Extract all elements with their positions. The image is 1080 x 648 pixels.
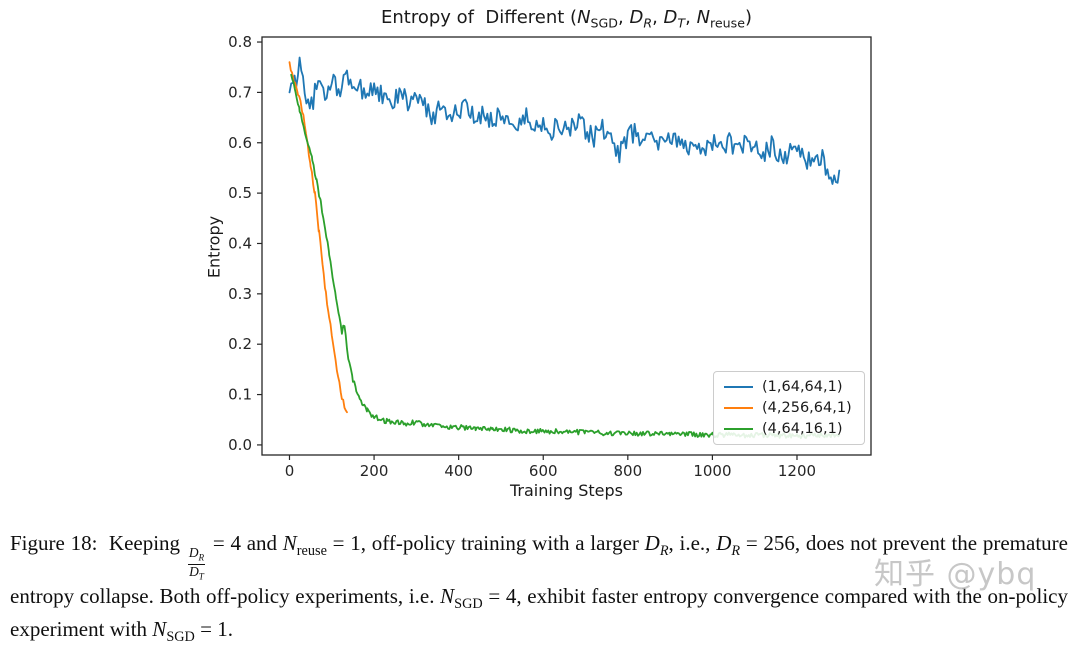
legend-line-sample [724, 386, 753, 388]
x-tick-label: 1200 [778, 462, 816, 480]
figure-18: 0 200 400 600 800 1000 1200 0.0 0.1 0.2 0.3 0.4 0.5 0… [10, 7, 1068, 646]
legend-label: (4,64,16,1) [762, 421, 843, 437]
series-line-(4,256,64,1) [288, 61, 348, 414]
legend-entry-2: (4,64,16,1) [724, 421, 852, 437]
x-tick-label: 200 [360, 462, 389, 480]
y-tick-label: 0.6 [228, 134, 252, 152]
entropy-plot: 0 200 400 600 800 1000 1200 0.0 0.1 0.2 0.3 0.4 0.5 0… [228, 33, 872, 480]
y-tick-label: 0.0 [228, 436, 252, 454]
watermark: 知乎 @ybq [874, 557, 1037, 592]
x-tick-label: 400 [444, 462, 473, 480]
y-tick-label: 0.1 [228, 386, 252, 404]
y-tick-label: 0.7 [228, 83, 252, 101]
y-tick-label: 0.4 [228, 234, 252, 252]
axes-spines [261, 36, 872, 456]
x-axis-label: Training Steps [510, 481, 623, 500]
x-tick-label: 1000 [693, 462, 731, 480]
legend-box: (1,64,64,1) (4,256,64,1) (4,64,16,1) [713, 371, 865, 445]
legend-line-sample [724, 407, 753, 409]
legend-entry-0: (1,64,64,1) [724, 379, 852, 395]
y-tick-label: 0.2 [228, 335, 252, 353]
y-axis-label: Entropy [204, 215, 224, 279]
y-tick-label: 0.3 [228, 285, 252, 303]
series-line-(1,64,64,1) [288, 56, 841, 185]
y-tick-label: 0.5 [228, 184, 252, 202]
x-tick-label: 600 [529, 462, 558, 480]
chart-title: Entropy of Different (NSGD, DR, DT, Nreu… [380, 7, 753, 31]
y-tick-label: 0.8 [228, 33, 252, 51]
legend-label: (4,256,64,1) [762, 400, 852, 416]
legend-line-sample [724, 428, 753, 430]
legend-label: (1,64,64,1) [762, 379, 843, 395]
legend-entry-1: (4,256,64,1) [724, 400, 852, 416]
x-tick-label: 0 [285, 462, 295, 480]
x-tick-label: 800 [614, 462, 643, 480]
